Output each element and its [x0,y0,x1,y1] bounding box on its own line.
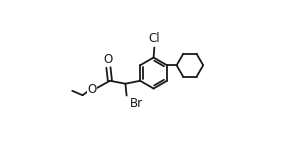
Text: O: O [88,83,97,96]
Text: Cl: Cl [149,32,160,45]
Text: Br: Br [130,97,143,110]
Text: O: O [104,53,113,66]
